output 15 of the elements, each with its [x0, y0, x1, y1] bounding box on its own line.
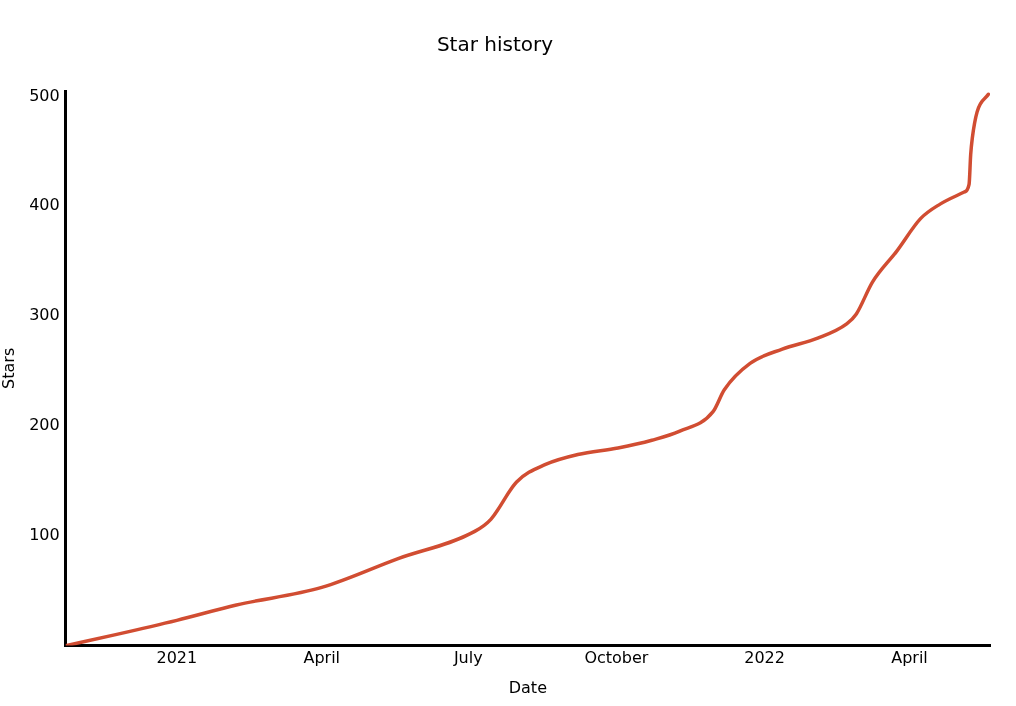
chart-title: Star history — [436, 32, 554, 57]
line-series — [65, 92, 990, 646]
y-tick-label: 400 — [29, 195, 60, 215]
y-tick-label: 500 — [29, 85, 60, 105]
x-tick-label: July — [452, 648, 483, 668]
x-axis-title: Date — [508, 677, 547, 697]
y-tick-label: 200 — [29, 415, 60, 435]
y-tick-label: 300 — [29, 305, 60, 325]
x-tick-label: 2022 — [744, 648, 785, 668]
x-tick-label: October — [584, 648, 649, 668]
x-tick-label: 2021 — [156, 648, 198, 668]
x-tick-label: April — [303, 648, 341, 668]
y-axis-title: Stars — [0, 347, 18, 389]
y-tick-label: 100 — [29, 524, 60, 544]
x-tick-label: April — [891, 648, 928, 668]
